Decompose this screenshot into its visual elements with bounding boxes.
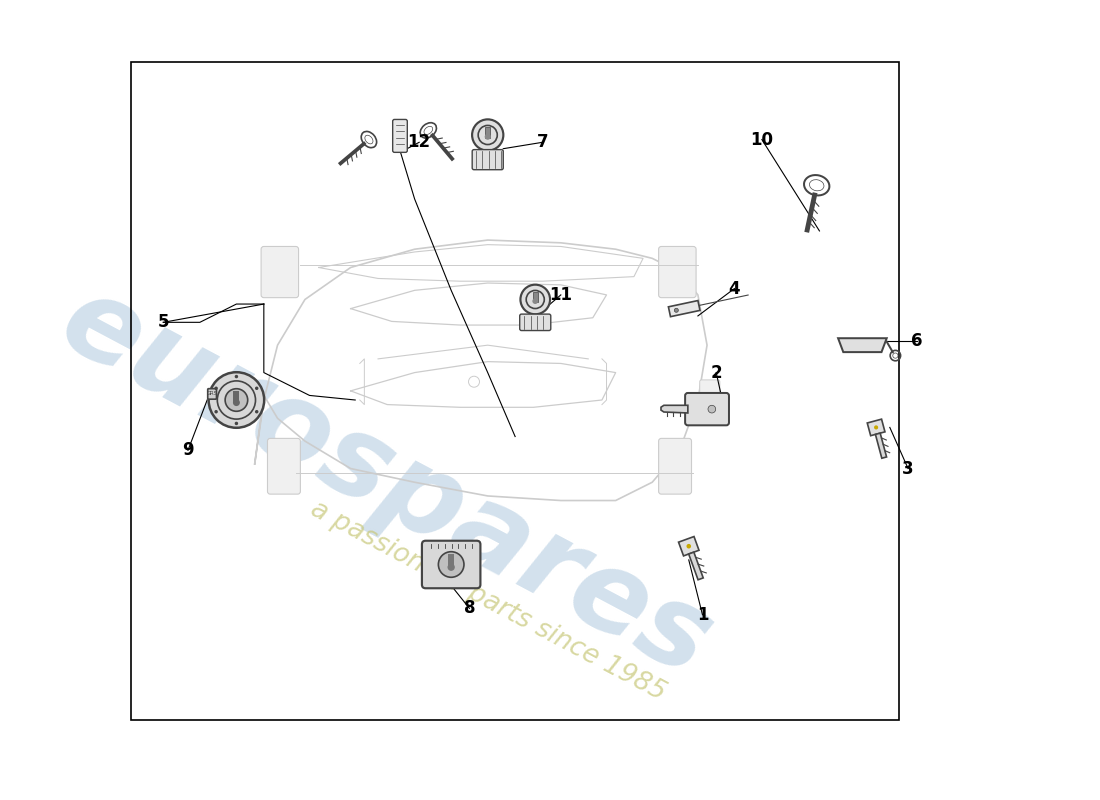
Circle shape [209, 372, 264, 428]
Circle shape [234, 422, 238, 425]
Text: 4: 4 [728, 279, 740, 298]
Polygon shape [689, 552, 703, 580]
FancyBboxPatch shape [519, 314, 551, 330]
Text: 2: 2 [711, 363, 722, 382]
Bar [131, 62, 899, 720]
Circle shape [893, 353, 898, 358]
FancyBboxPatch shape [700, 380, 719, 411]
Text: a passion for parts since 1985: a passion for parts since 1985 [306, 496, 670, 706]
Bar [532, 292, 538, 302]
Text: 7: 7 [537, 134, 549, 151]
Circle shape [234, 375, 238, 378]
Circle shape [708, 406, 716, 413]
Ellipse shape [810, 180, 824, 191]
FancyBboxPatch shape [261, 246, 298, 298]
Text: 1: 1 [696, 606, 708, 624]
FancyBboxPatch shape [208, 389, 217, 399]
FancyBboxPatch shape [238, 380, 257, 411]
Circle shape [674, 308, 679, 312]
Text: 8: 8 [464, 599, 475, 618]
Polygon shape [876, 433, 887, 458]
Text: 5: 5 [157, 314, 169, 331]
FancyBboxPatch shape [659, 438, 692, 494]
Bar [233, 391, 240, 403]
Circle shape [255, 386, 258, 390]
Text: GRS: GRS [207, 391, 218, 397]
Circle shape [214, 386, 218, 390]
FancyBboxPatch shape [393, 119, 407, 152]
Circle shape [520, 285, 550, 314]
Polygon shape [838, 338, 887, 352]
Circle shape [233, 399, 240, 406]
FancyBboxPatch shape [267, 438, 300, 494]
Text: 3: 3 [902, 459, 914, 478]
Polygon shape [867, 419, 886, 436]
Bar [485, 127, 491, 138]
Circle shape [686, 544, 691, 549]
Circle shape [448, 563, 454, 571]
Circle shape [439, 552, 464, 578]
FancyBboxPatch shape [659, 246, 696, 298]
Text: 9: 9 [183, 442, 194, 459]
Polygon shape [679, 537, 699, 556]
FancyBboxPatch shape [422, 541, 481, 588]
Text: 6: 6 [912, 331, 923, 350]
FancyBboxPatch shape [685, 393, 729, 426]
Circle shape [214, 410, 218, 414]
Text: eurospares: eurospares [43, 264, 732, 700]
Circle shape [226, 389, 248, 411]
Ellipse shape [365, 135, 373, 144]
Ellipse shape [424, 126, 432, 134]
Bar [448, 554, 454, 568]
Circle shape [532, 298, 538, 304]
Text: 11: 11 [549, 286, 572, 304]
FancyBboxPatch shape [472, 150, 504, 170]
Circle shape [472, 119, 504, 150]
Text: 12: 12 [408, 134, 431, 151]
Circle shape [485, 134, 491, 140]
Polygon shape [669, 301, 700, 317]
Polygon shape [661, 406, 688, 413]
Text: 10: 10 [750, 130, 773, 149]
Circle shape [874, 426, 878, 430]
Circle shape [255, 410, 258, 414]
